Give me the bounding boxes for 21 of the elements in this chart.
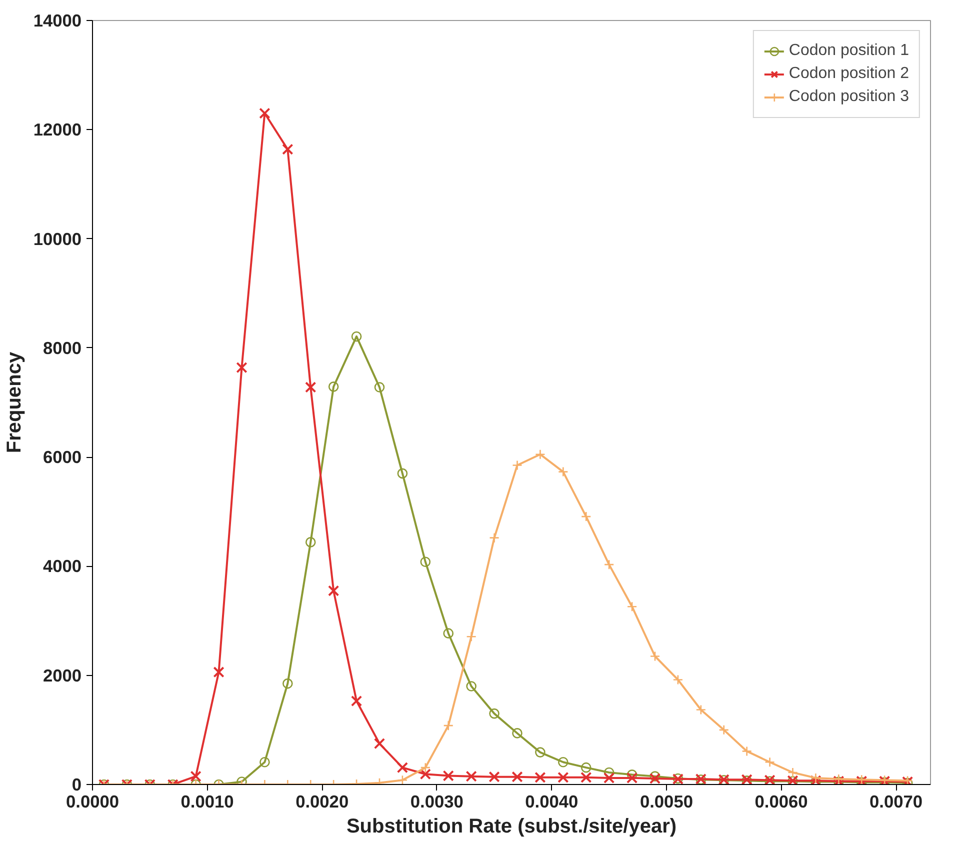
y-axis-title: Frequency [3,351,26,454]
y-tick-label: 2000 [42,665,82,686]
x-tick-label: 0.0050 [640,792,693,812]
x-tick-label: 0.0000 [66,792,119,812]
y-tick-label: 14000 [33,10,82,30]
x-tick-label: 0.0060 [754,792,808,812]
legend-label: Codon position 1 [788,42,909,60]
y-tick-label: 10000 [33,228,82,249]
x-tick-label: 0.0020 [296,792,349,812]
y-tick-label: 8000 [42,338,82,358]
y-tick-label: 0 [72,774,82,794]
x-tick-label: 0.0030 [410,792,464,812]
x-tick-label: 0.0040 [525,792,578,812]
legend-label: Codon position 2 [788,65,909,83]
x-axis-title: Substitution Rate (subst./site/year) [346,816,677,838]
x-tick-label: 0.0070 [870,792,923,812]
x-tick-label: 0.0010 [180,792,234,812]
legend-label: Codon position 3 [788,88,909,106]
y-tick-label: 4000 [42,556,82,576]
y-tick-label: 12000 [33,120,82,140]
y-tick-label: 6000 [42,447,82,468]
